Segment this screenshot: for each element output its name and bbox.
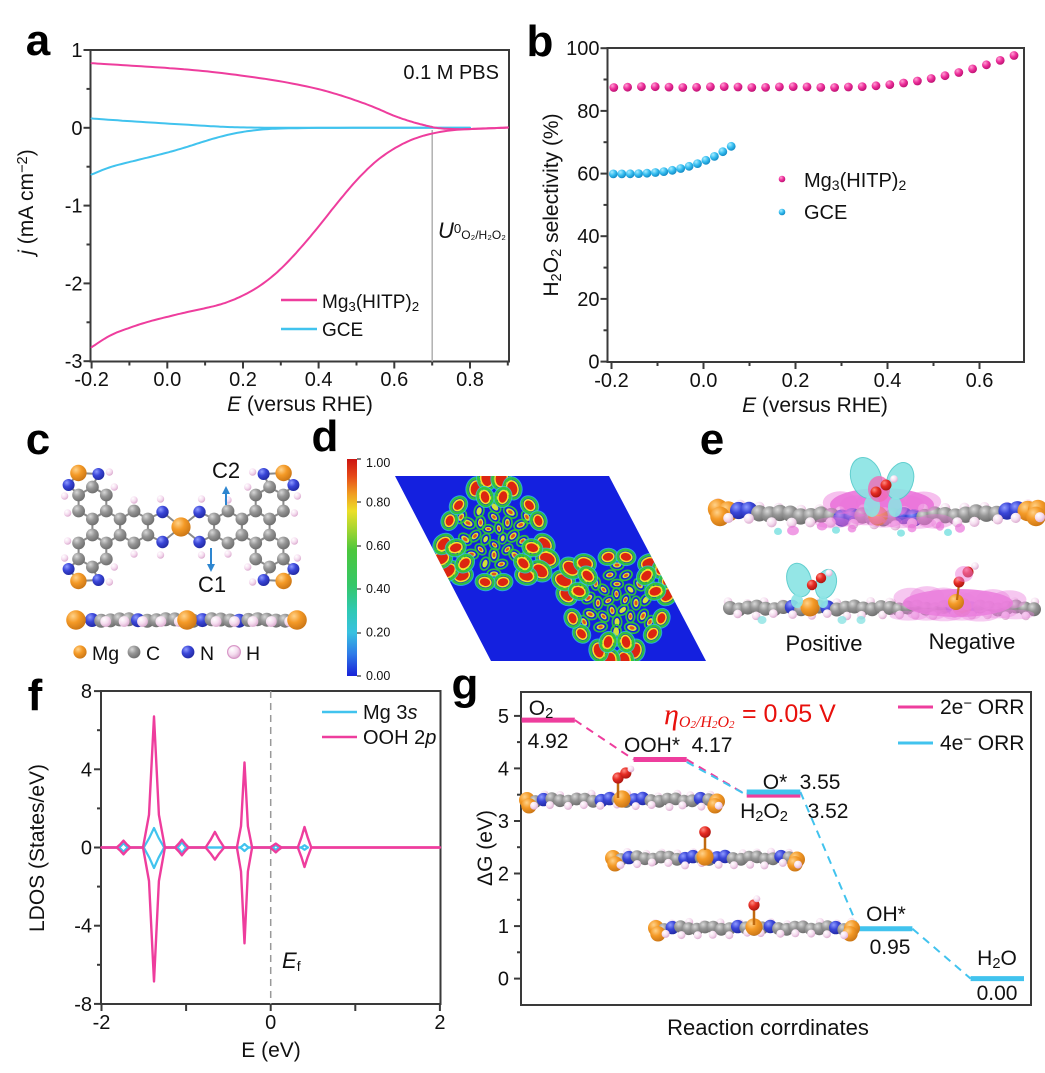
svg-text:Mg3(HITP)2: Mg3(HITP)2 <box>322 292 419 314</box>
svg-text:0: 0 <box>81 838 92 860</box>
svg-text:U0O₂/H₂O₂: U0O₂/H₂O₂ <box>438 218 506 243</box>
svg-text:ηO2/H2O2: ηO2/H2O2 <box>664 698 735 731</box>
svg-text:2e− ORR: 2e− ORR <box>940 696 1024 719</box>
svg-text:0: 0 <box>588 352 599 374</box>
svg-text:0.40: 0.40 <box>366 582 390 596</box>
svg-text:Negative: Negative <box>929 629 1016 654</box>
svg-text:20: 20 <box>577 289 599 311</box>
svg-text:OOH 2p: OOH 2p <box>363 727 436 749</box>
svg-text:j (mA cm−2): j (mA cm−2) <box>15 149 38 257</box>
svg-text:-8: -8 <box>74 994 92 1016</box>
svg-text:g: g <box>452 660 479 709</box>
svg-text:0.8: 0.8 <box>456 369 484 391</box>
svg-text:OH*: OH* <box>866 903 906 926</box>
svg-text:8: 8 <box>81 681 92 703</box>
svg-text:0: 0 <box>498 969 509 991</box>
svg-text:0.60: 0.60 <box>366 539 390 553</box>
svg-text:0.2: 0.2 <box>229 369 257 391</box>
svg-text:3.55: 3.55 <box>800 771 841 794</box>
svg-text:0.6: 0.6 <box>966 370 994 392</box>
svg-text:H2O2: H2O2 <box>740 800 788 825</box>
svg-text:0.00: 0.00 <box>977 982 1018 1005</box>
svg-text:100: 100 <box>566 38 599 60</box>
svg-text:LDOS (States/eV): LDOS (States/eV) <box>26 764 49 932</box>
svg-text:-4: -4 <box>74 916 92 938</box>
svg-text:60: 60 <box>577 164 599 186</box>
svg-text:4: 4 <box>498 758 509 780</box>
svg-text:E (versus RHE): E (versus RHE) <box>227 393 373 416</box>
svg-text:e: e <box>700 415 724 464</box>
svg-text:C: C <box>146 643 160 665</box>
svg-text:0.4: 0.4 <box>305 369 333 391</box>
svg-text:N: N <box>200 643 214 665</box>
svg-text:Positive: Positive <box>785 631 862 656</box>
svg-text:C1: C1 <box>198 572 226 597</box>
svg-text:H: H <box>246 643 260 665</box>
svg-text:2: 2 <box>434 1012 445 1034</box>
svg-text:1: 1 <box>71 40 82 62</box>
svg-text:0.20: 0.20 <box>366 626 390 640</box>
svg-text:OOH*: OOH* <box>624 734 680 757</box>
svg-text:3.52: 3.52 <box>808 800 849 823</box>
svg-text:c: c <box>26 415 50 464</box>
svg-text:-2: -2 <box>65 273 83 295</box>
svg-text:f: f <box>28 671 43 720</box>
svg-text:ΔG (eV): ΔG (eV) <box>474 810 497 886</box>
svg-text:3: 3 <box>498 811 509 833</box>
svg-text:O2: O2 <box>529 697 554 722</box>
svg-text:-0.2: -0.2 <box>74 369 108 391</box>
svg-text:-2: -2 <box>93 1012 111 1034</box>
svg-text:0.95: 0.95 <box>870 936 911 959</box>
svg-text:a: a <box>26 16 51 65</box>
svg-text:5: 5 <box>498 706 509 728</box>
svg-text:Mg: Mg <box>92 643 119 665</box>
svg-text:Mg3(HITP)2: Mg3(HITP)2 <box>804 170 906 193</box>
svg-text:0: 0 <box>265 1012 276 1034</box>
svg-text:Mg 3s: Mg 3s <box>363 702 417 724</box>
svg-text:b: b <box>527 17 554 66</box>
svg-text:4e− ORR: 4e− ORR <box>940 732 1024 755</box>
svg-text:1.00: 1.00 <box>366 456 390 470</box>
svg-text:0: 0 <box>71 118 82 140</box>
svg-text:E (eV): E (eV) <box>241 1039 301 1062</box>
svg-text:80: 80 <box>577 101 599 123</box>
svg-text:= 0.05 V: = 0.05 V <box>742 700 836 728</box>
svg-text:d: d <box>312 412 339 461</box>
svg-text:0.2: 0.2 <box>782 370 810 392</box>
svg-text:C2: C2 <box>212 458 240 483</box>
svg-text:4.17: 4.17 <box>692 734 733 757</box>
svg-text:0.0: 0.0 <box>690 370 718 392</box>
svg-text:GCE: GCE <box>322 320 363 341</box>
svg-text:Reaction corrdinates: Reaction corrdinates <box>667 1015 869 1040</box>
svg-text:40: 40 <box>577 226 599 248</box>
svg-text:0.1 M PBS: 0.1 M PBS <box>403 62 499 84</box>
svg-text:2: 2 <box>498 864 509 886</box>
svg-text:H2O2 selectivity (%): H2O2 selectivity (%) <box>540 113 565 296</box>
svg-text:4: 4 <box>81 759 92 781</box>
svg-text:1: 1 <box>498 916 509 938</box>
svg-text:4.92: 4.92 <box>528 730 569 753</box>
svg-text:0.80: 0.80 <box>366 495 390 509</box>
svg-text:-3: -3 <box>65 351 83 373</box>
svg-text:-0.2: -0.2 <box>594 370 628 392</box>
svg-text:GCE: GCE <box>804 202 847 224</box>
svg-text:H2O: H2O <box>977 947 1017 972</box>
svg-text:O*: O* <box>763 771 788 794</box>
svg-text:Ef: Ef <box>282 948 301 974</box>
svg-text:0.0: 0.0 <box>153 369 181 391</box>
svg-text:0.4: 0.4 <box>874 370 902 392</box>
svg-text:-1: -1 <box>65 196 83 218</box>
svg-text:0.00: 0.00 <box>366 669 390 683</box>
svg-text:0.6: 0.6 <box>380 369 408 391</box>
svg-text:E (versus RHE): E (versus RHE) <box>742 394 888 417</box>
